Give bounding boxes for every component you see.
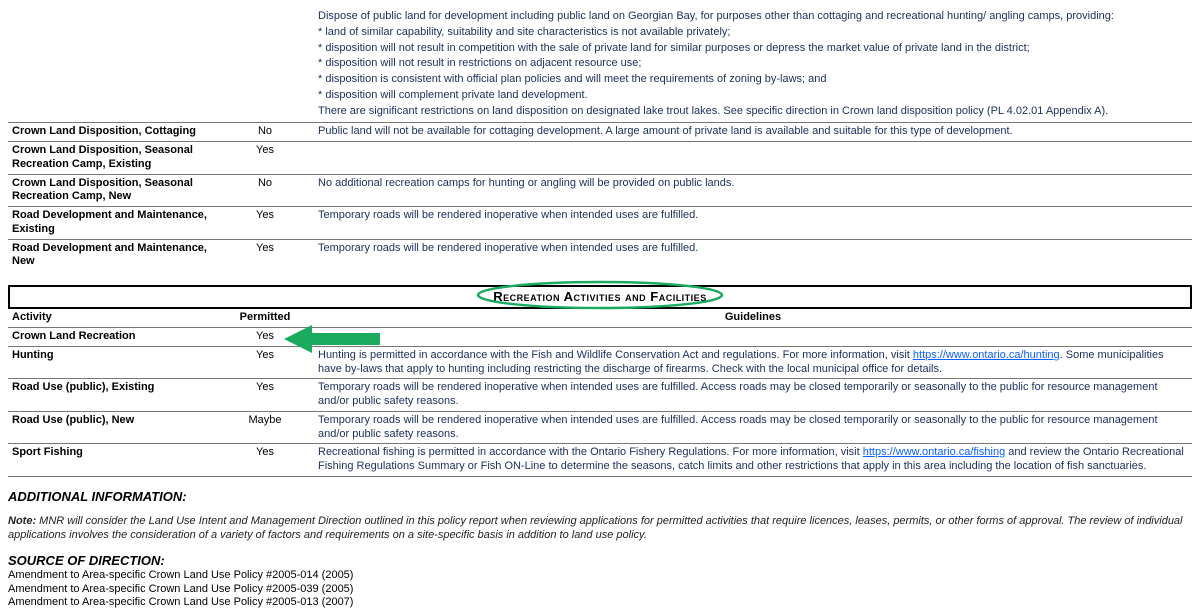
- note-label: Note:: [8, 515, 36, 527]
- table-row: Road Use (public), New Maybe Temporary r…: [8, 411, 1192, 444]
- row-name: Sport Fishing: [8, 444, 216, 477]
- row-guide: Temporary roads will be rendered inopera…: [314, 239, 1192, 271]
- row-guide: Hunting is permitted in accordance with …: [314, 346, 1192, 379]
- guide-text: Recreational fishing is permitted in acc…: [318, 446, 863, 458]
- section-header: Recreation Activities and Facilities: [8, 285, 1192, 309]
- guide-text: Hunting is permitted in accordance with …: [318, 349, 913, 361]
- source-line: Amendment to Area-specific Crown Land Us…: [8, 596, 1192, 610]
- row-name: Hunting: [8, 346, 216, 379]
- row-permitted: Yes: [216, 346, 314, 379]
- row-name: Crown Land Disposition, Seasonal Recreat…: [8, 174, 216, 207]
- table-row: Crown Land Disposition, Cottaging No Pub…: [8, 123, 1192, 142]
- table-header-row: Activity Permitted Guidelines: [8, 309, 1192, 327]
- row-permitted: Yes: [216, 239, 314, 271]
- intro-line: * disposition is consistent with officia…: [318, 73, 1188, 87]
- intro-line: * disposition will not result in restric…: [318, 57, 1188, 71]
- hunting-link[interactable]: https://www.ontario.ca/hunting: [913, 349, 1060, 361]
- row-permitted: Maybe: [216, 411, 314, 444]
- row-guide: Temporary roads will be rendered inopera…: [314, 379, 1192, 412]
- header-permitted: Permitted: [216, 309, 314, 327]
- row-guide: [314, 328, 1192, 347]
- table-row: Crown Land Disposition, Seasonal Recreat…: [8, 174, 1192, 207]
- source-line: Amendment to Area-specific Crown Land Us…: [8, 583, 1192, 597]
- row-guide: Recreational fishing is permitted in acc…: [314, 444, 1192, 477]
- land-disposition-table: Dispose of public land for development i…: [8, 6, 1192, 271]
- row-permitted: No: [216, 123, 314, 142]
- row-permitted: Yes: [216, 379, 314, 412]
- row-name: Crown Land Disposition, Seasonal Recreat…: [8, 142, 216, 175]
- note-text: MNR will consider the Land Use Intent an…: [8, 515, 1183, 541]
- note-paragraph: Note: MNR will consider the Land Use Int…: [8, 515, 1192, 543]
- table-row: Hunting Yes Hunting is permitted in acco…: [8, 346, 1192, 379]
- fishing-link[interactable]: https://www.ontario.ca/fishing: [863, 446, 1005, 458]
- table-row: Road Development and Maintenance, Existi…: [8, 207, 1192, 240]
- row-name: Road Development and Maintenance, Existi…: [8, 207, 216, 240]
- recreation-table: Activity Permitted Guidelines Crown Land…: [8, 309, 1192, 477]
- row-name: Crown Land Disposition, Cottaging: [8, 123, 216, 142]
- table-row: Sport Fishing Yes Recreational fishing i…: [8, 444, 1192, 477]
- source-heading: SOURCE OF DIRECTION:: [8, 553, 1192, 569]
- section-title: Recreation Activities and Facilities: [10, 287, 1190, 307]
- row-permitted: Yes: [216, 328, 314, 347]
- row-name: Road Use (public), New: [8, 411, 216, 444]
- row-guide: Public land will not be available for co…: [314, 123, 1192, 142]
- intro-line: Dispose of public land for development i…: [318, 10, 1188, 24]
- row-guide: No additional recreation camps for hunti…: [314, 174, 1192, 207]
- row-permitted: Yes: [216, 142, 314, 175]
- header-activity: Activity: [8, 309, 216, 327]
- header-guidelines: Guidelines: [314, 309, 1192, 327]
- table-row: Crown Land Disposition, Seasonal Recreat…: [8, 142, 1192, 175]
- row-permitted: No: [216, 174, 314, 207]
- additional-info-heading: ADDITIONAL INFORMATION:: [8, 489, 1192, 505]
- intro-block: Dispose of public land for development i…: [314, 6, 1192, 123]
- intro-line: * disposition will not result in competi…: [318, 42, 1188, 56]
- row-permitted: Yes: [216, 444, 314, 477]
- row-permitted: Yes: [216, 207, 314, 240]
- row-guide: Temporary roads will be rendered inopera…: [314, 411, 1192, 444]
- source-line: Amendment to Area-specific Crown Land Us…: [8, 569, 1192, 583]
- row-name: Road Development and Maintenance, New: [8, 239, 216, 271]
- table-row: Crown Land Recreation Yes: [8, 328, 1192, 347]
- row-guide: [314, 142, 1192, 175]
- table-row: Road Use (public), Existing Yes Temporar…: [8, 379, 1192, 412]
- intro-line: * land of similar capability, suitabilit…: [318, 26, 1188, 40]
- intro-line: * disposition will complement private la…: [318, 89, 1188, 103]
- table-row: Road Development and Maintenance, New Ye…: [8, 239, 1192, 271]
- row-name: Road Use (public), Existing: [8, 379, 216, 412]
- intro-line: There are significant restrictions on la…: [318, 105, 1188, 119]
- row-name: Crown Land Recreation: [8, 328, 216, 347]
- row-guide: Temporary roads will be rendered inopera…: [314, 207, 1192, 240]
